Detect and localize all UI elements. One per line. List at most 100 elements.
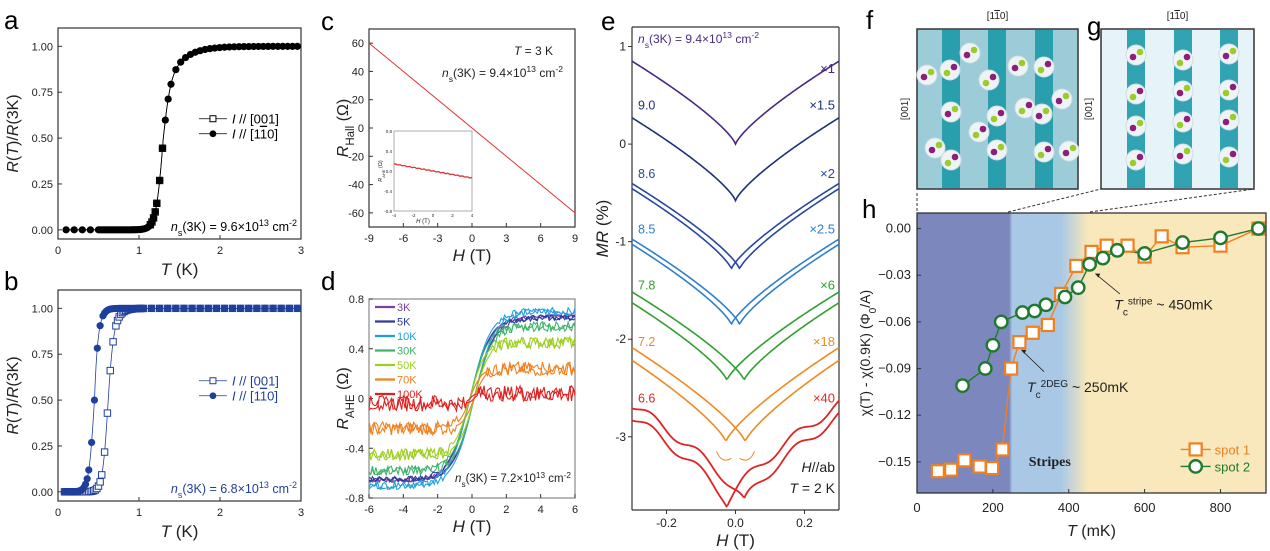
- inset-x-axis-label: H (T): [416, 219, 430, 225]
- data-point-spot2: [993, 314, 1009, 330]
- panel-label-d: d: [321, 266, 335, 296]
- x-tick-label: -6: [364, 504, 374, 516]
- legend-label: I // [001]: [232, 374, 279, 389]
- electron-dot-green: [944, 159, 952, 167]
- ahe-loop-100K: [368, 384, 576, 413]
- cooper-pair-bubble: [1172, 80, 1194, 102]
- inset-x-tick-label: 0: [432, 213, 435, 218]
- y-axis-label: R(T)/R(3K): [5, 356, 22, 434]
- mr-curve: [631, 291, 840, 381]
- data-point-circle: [269, 304, 277, 312]
- electron-dot-purple: [1136, 153, 1144, 161]
- electron-dot-purple: [979, 125, 987, 133]
- data-point-spot1: [930, 464, 945, 479]
- cooper-pair-bubble: [939, 59, 961, 81]
- cooper-pair-bubble: [959, 42, 981, 64]
- cooper-pair-bubble: [940, 101, 962, 123]
- x-tick-label: 3: [298, 245, 304, 257]
- electron-dot-green: [935, 141, 943, 149]
- y-tick-label: -2: [615, 332, 626, 346]
- schematic-panel-g: [110] [001]: [1084, 11, 1255, 190]
- electron-dot-purple: [1176, 152, 1184, 160]
- data-point-circle: [161, 116, 169, 124]
- data-point-circle: [78, 226, 86, 234]
- y-tick-label: 40: [352, 66, 364, 78]
- inset-y-tick-label: 0.0: [386, 169, 393, 174]
- schematic-panel-f: [110] [001]: [900, 11, 1255, 213]
- electron-dot-purple: [944, 110, 952, 118]
- cooper-pair-bubble: [978, 69, 1000, 91]
- data-point-circle: [149, 214, 158, 222]
- data-point-spot2: [1109, 242, 1125, 258]
- x-tick-label: 2: [503, 504, 509, 516]
- mr-scale: ×6: [820, 277, 835, 292]
- cooper-pair-bubble: [986, 105, 1008, 127]
- data-point-circle: [172, 66, 180, 74]
- x-tick-label: 0.2: [796, 516, 813, 530]
- cooper-pair-bubble: [1218, 79, 1240, 101]
- ahe-loop-70K: [368, 361, 576, 436]
- cooper-pair-bubble: [1125, 83, 1147, 105]
- ahe-loop-70K: [368, 360, 576, 437]
- arrow-head: [1095, 273, 1101, 278]
- y-tick-label: −0.15: [878, 454, 911, 469]
- y-axis-label: RHall (Ω): [335, 99, 357, 157]
- electron-dot-purple: [928, 146, 936, 154]
- electron-dot-green: [982, 79, 990, 87]
- electron-dot-purple: [989, 73, 997, 81]
- electron-dot-green: [1042, 107, 1050, 115]
- data-point-spot1: [985, 461, 1000, 476]
- temperature-annotation: T = 2 K: [789, 480, 835, 496]
- electron-dot-green: [1176, 59, 1184, 67]
- mr-curve: [631, 238, 840, 326]
- inset-y-axis-label: RAHE (Ω): [378, 160, 386, 182]
- electron-dot-green: [997, 143, 1005, 151]
- x-tick-label: 0: [55, 245, 61, 257]
- x-tick-label: 800: [1210, 500, 1232, 515]
- cooper-pair-bubble: [1031, 103, 1053, 125]
- series-line-spot-2: [962, 227, 1259, 387]
- crystal-axis-top: [110]: [1167, 11, 1189, 22]
- data-point-spot1: [957, 453, 972, 468]
- mr-scale: ×2: [820, 166, 835, 181]
- data-point-square: [106, 366, 114, 375]
- electron-dot-green: [1229, 47, 1237, 55]
- electron-dot-green: [951, 105, 959, 113]
- data-point-circle: [62, 226, 70, 234]
- x-axis-label: H (T): [453, 246, 492, 265]
- electron-dot-purple: [1136, 87, 1144, 95]
- inset-frame: [393, 130, 473, 212]
- data-point-spot2: [1095, 250, 1111, 266]
- electron-dot-green: [1037, 66, 1045, 74]
- mr-label: ns(3K) = 9.4×1013 cm-2: [638, 30, 759, 50]
- data-point-circle: [228, 304, 237, 312]
- inset-y-tick-label: -0.8: [384, 209, 392, 214]
- electron-dot-green: [972, 131, 980, 139]
- arrow-head: [1021, 349, 1027, 354]
- x-tick-label: 9: [572, 233, 578, 245]
- electron-dot-purple: [1129, 53, 1137, 61]
- electron-dot-purple: [1055, 97, 1063, 105]
- data-point-spot1: [1069, 258, 1084, 273]
- electron-dot-purple: [1044, 145, 1052, 153]
- electron-dot-green: [1222, 156, 1230, 164]
- x-axis-label: T (K): [161, 260, 199, 279]
- data-point-circle: [156, 176, 164, 185]
- y-tick-label: 0.00: [32, 225, 53, 237]
- legend-label: 30K: [397, 346, 417, 358]
- hall-line: [368, 42, 576, 214]
- x-tick-label: 2: [217, 245, 223, 257]
- x-tick-label: 3: [298, 507, 304, 519]
- electron-dot-green: [1183, 84, 1191, 92]
- data-point-spot1: [944, 462, 959, 477]
- x-tick-label: 200: [982, 500, 1004, 515]
- data-point-circle: [164, 95, 172, 103]
- legend-label: 50K: [397, 360, 417, 372]
- ahe-loop-50K: [368, 334, 576, 462]
- mr-scale: ×1.5: [809, 98, 835, 113]
- density-annotation: ns(3K) = 7.2×1013 cm-2: [455, 471, 571, 489]
- electron-dot-green: [1062, 92, 1070, 100]
- chart-panel-a: 0 1 2 3 0.00 0.25 0.50 0.75 1.00 T (K) R(T)/R(3K) I…: [5, 27, 304, 279]
